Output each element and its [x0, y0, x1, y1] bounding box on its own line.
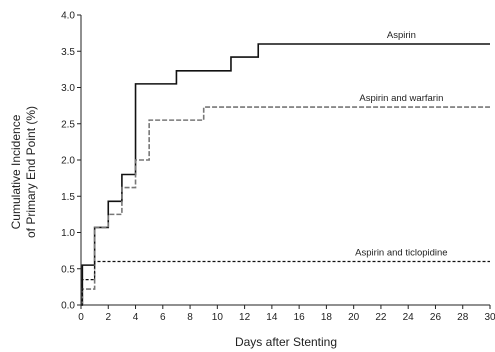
series-label-aspirin-and-warfarin: Aspirin and warfarin [359, 93, 443, 104]
x-axis: 0 2 4 6 8 10 12 14 16 18 20 22 24 26 28 30 [78, 304, 495, 323]
y-tick-label: 0.0 [61, 301, 75, 312]
y-tick-label: 1.5 [61, 192, 75, 203]
y-tick-label: 2.5 [61, 119, 75, 130]
y-tick-label: 1.0 [61, 228, 75, 239]
x-tick-label: 16 [294, 312, 306, 323]
y-tick-label: 4.0 [61, 11, 75, 22]
x-tick-label: 0 [78, 312, 84, 323]
series-line-aspirin [81, 43, 490, 306]
x-tick-label: 30 [484, 312, 495, 323]
x-tick-label: 18 [321, 312, 333, 323]
series-group [81, 43, 490, 306]
x-tick-label: 4 [133, 312, 139, 323]
series-label-aspirin-and-ticlopidine: Aspirin and ticlopidine [355, 248, 447, 259]
x-tick-label: 6 [160, 312, 166, 323]
y-tick-label: 2.0 [61, 156, 75, 167]
x-axis-title: Days after Stenting [235, 335, 337, 349]
x-tick-label: 10 [212, 312, 224, 323]
y-axis-title: Cumulative Incidence of Primary End Poin… [9, 106, 38, 238]
series-labels: Aspirin Aspirin and warfarin Aspirin and t… [355, 30, 447, 259]
x-tick-label: 20 [348, 312, 360, 323]
x-tick-label: 8 [187, 312, 193, 323]
y-tick-label: 3.5 [61, 47, 75, 58]
y-axis-title-line-1: Cumulative Incidence [9, 114, 23, 229]
y-tick-label: 3.0 [61, 83, 75, 94]
x-tick-label: 22 [375, 312, 387, 323]
series-line-aspirin-and-ticlopidine [81, 260, 490, 306]
y-tick-label: 0.5 [61, 264, 75, 275]
series-label-aspirin: Aspirin [387, 30, 416, 41]
x-tick-label: 26 [430, 312, 442, 323]
x-tick-label: 14 [266, 312, 278, 323]
x-tick-label: 24 [403, 312, 415, 323]
y-axis-title-line-2: of Primary End Point (%) [24, 106, 38, 238]
x-tick-label: 28 [457, 312, 469, 323]
y-axis: 0.0 0.5 1.0 1.5 2.0 2.5 3.0 3.5 4.0 [61, 11, 82, 312]
x-tick-label: 2 [105, 312, 111, 323]
series-line-aspirin-and-warfarin [81, 106, 490, 306]
x-tick-label: 12 [239, 312, 251, 323]
